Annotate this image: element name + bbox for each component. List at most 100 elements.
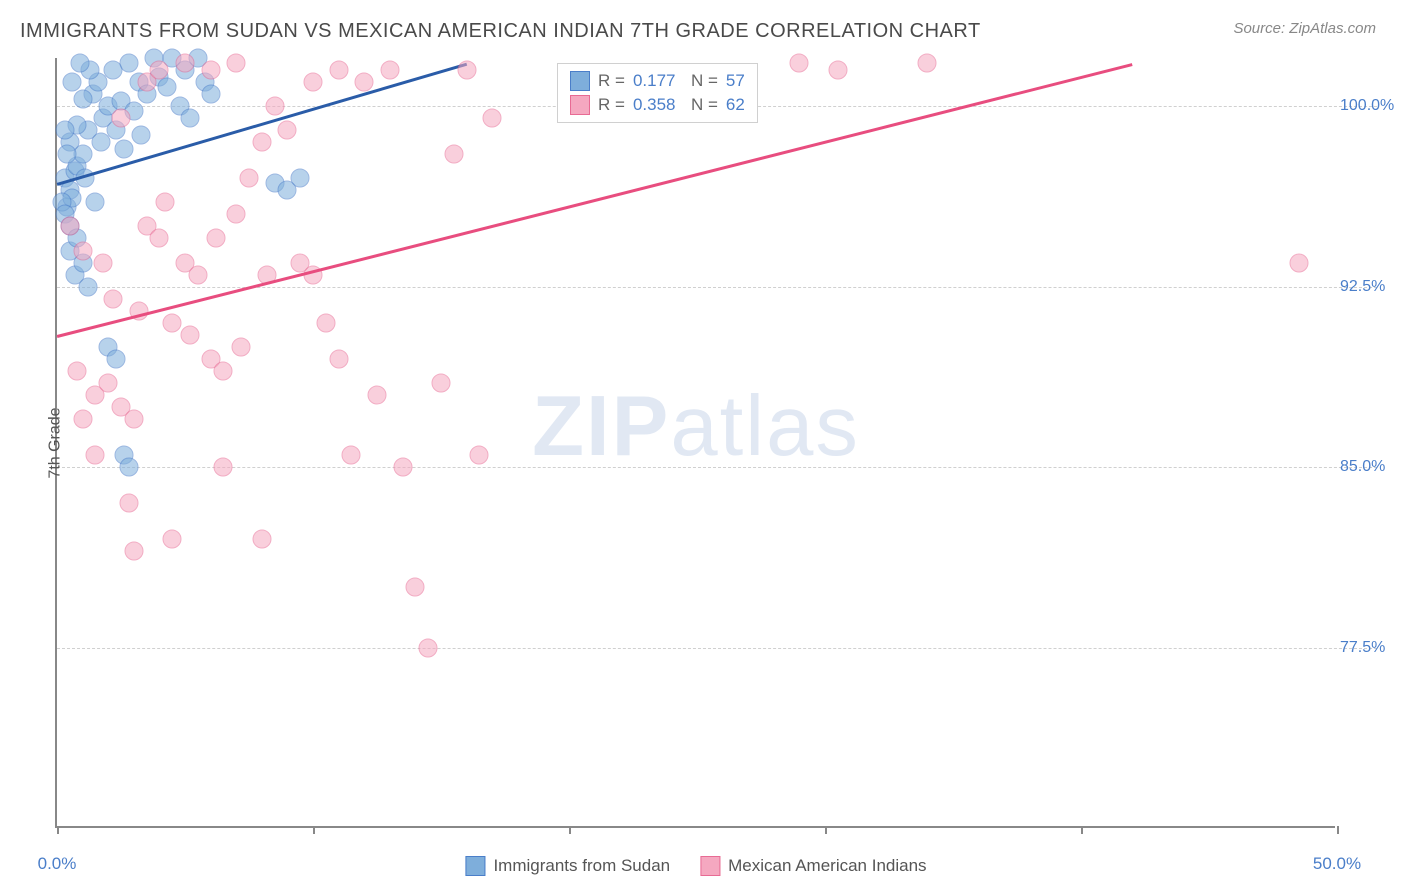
scatter-point [73,89,92,108]
scatter-point [232,337,251,356]
legend-swatch [465,856,485,876]
scatter-point [150,61,169,80]
scatter-point [119,458,138,477]
r-label: R = [598,71,625,91]
scatter-point [291,169,310,188]
y-tick-label: 85.0% [1340,458,1395,476]
scatter-point [828,61,847,80]
x-tick [1081,826,1083,834]
source-attribution: Source: ZipAtlas.com [1233,20,1376,37]
legend-row: R = 0.177 N = 57 [570,69,745,93]
scatter-point [163,313,182,332]
scatter-point [114,140,133,159]
scatter-point [393,458,412,477]
scatter-point [252,133,271,152]
legend-label: Immigrants from Sudan [493,856,670,876]
scatter-point [150,229,169,248]
correlation-legend: R = 0.177 N = 57R = 0.358 N = 62 [557,63,758,123]
scatter-point [316,313,335,332]
r-value: 0.358 [633,95,683,115]
scatter-point [214,458,233,477]
scatter-point [124,409,143,428]
legend-swatch [570,71,590,91]
n-value: 62 [726,95,745,115]
scatter-point [163,530,182,549]
y-tick-label: 100.0% [1340,97,1395,115]
scatter-point [227,205,246,224]
scatter-point [240,169,259,188]
scatter-point [58,145,77,164]
legend-label: Mexican American Indians [728,856,926,876]
scatter-point [329,349,348,368]
y-tick-label: 77.5% [1340,639,1395,657]
scatter-point [470,446,489,465]
legend-item: Mexican American Indians [700,856,926,876]
legend-swatch [700,856,720,876]
scatter-point [457,61,476,80]
scatter-point [201,61,220,80]
scatter-point [78,277,97,296]
scatter-point [132,126,151,145]
scatter-point [155,193,174,212]
scatter-point [227,53,246,72]
x-tick-label: 0.0% [38,854,77,874]
scatter-point [73,241,92,260]
y-axis-label: 7th Grade [47,407,65,478]
r-value: 0.177 [633,71,683,91]
scatter-point [380,61,399,80]
scatter-point [181,325,200,344]
scatter-point [119,494,138,513]
n-value: 57 [726,71,745,91]
scatter-point [106,349,125,368]
scatter-point [68,361,87,380]
scatter-point [790,53,809,72]
plot-area: ZIPatlas 77.5%85.0%92.5%100.0%0.0%50.0%R… [55,58,1335,828]
scatter-point [1289,253,1308,272]
scatter-point [201,85,220,104]
legend-item: Immigrants from Sudan [465,856,670,876]
scatter-point [86,446,105,465]
grid-line [57,467,1377,468]
scatter-point [73,409,92,428]
scatter-point [265,97,284,116]
scatter-point [176,53,195,72]
scatter-point [104,289,123,308]
scatter-point [342,446,361,465]
scatter-point [60,217,79,236]
n-label: N = [691,95,718,115]
scatter-point [124,542,143,561]
x-tick [825,826,827,834]
scatter-point [329,61,348,80]
n-label: N = [691,71,718,91]
scatter-point [368,385,387,404]
scatter-point [918,53,937,72]
series-legend: Immigrants from Sudan Mexican American In… [465,856,926,876]
legend-row: R =0.358N =62 [570,93,745,117]
grid-line [57,648,1377,649]
scatter-point [158,77,177,96]
scatter-point [55,121,74,140]
x-tick-label: 50.0% [1313,854,1361,874]
scatter-point [214,361,233,380]
scatter-point [119,53,138,72]
scatter-point [86,193,105,212]
scatter-point [99,373,118,392]
scatter-point [406,578,425,597]
scatter-point [432,373,451,392]
x-tick [569,826,571,834]
scatter-point [355,73,374,92]
watermark: ZIPatlas [532,378,860,476]
scatter-point [188,265,207,284]
scatter-point [278,121,297,140]
chart-container: ZIPatlas 77.5%85.0%92.5%100.0%0.0%50.0%R… [55,58,1335,828]
scatter-point [112,109,131,128]
scatter-point [419,638,438,657]
scatter-point [63,73,82,92]
scatter-point [71,53,90,72]
legend-swatch [570,95,590,115]
scatter-point [252,530,271,549]
scatter-point [444,145,463,164]
x-tick [313,826,315,834]
scatter-point [181,109,200,128]
scatter-point [483,109,502,128]
